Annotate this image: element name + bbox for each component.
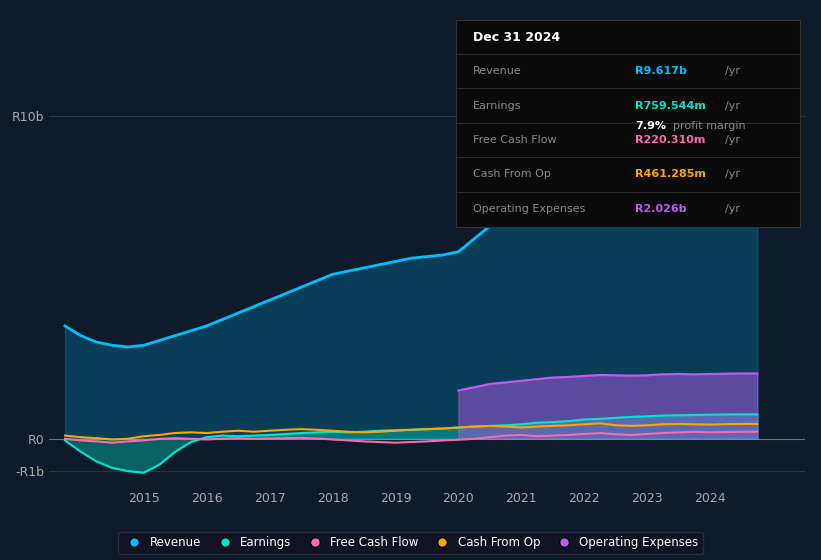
Text: /yr: /yr <box>725 101 740 110</box>
Text: R759.544m: R759.544m <box>635 101 706 110</box>
Text: R220.310m: R220.310m <box>635 135 705 145</box>
Text: Dec 31 2024: Dec 31 2024 <box>473 31 560 44</box>
Text: /yr: /yr <box>725 66 740 76</box>
Legend: Revenue, Earnings, Free Cash Flow, Cash From Op, Operating Expenses: Revenue, Earnings, Free Cash Flow, Cash … <box>118 531 703 554</box>
Text: Free Cash Flow: Free Cash Flow <box>473 135 557 145</box>
Text: /yr: /yr <box>725 135 740 145</box>
Text: Cash From Op: Cash From Op <box>473 169 551 179</box>
Text: R2.026b: R2.026b <box>635 204 686 214</box>
Text: /yr: /yr <box>725 204 740 214</box>
Text: /yr: /yr <box>725 169 740 179</box>
Text: Earnings: Earnings <box>473 101 521 110</box>
Text: Revenue: Revenue <box>473 66 521 76</box>
Text: R9.617b: R9.617b <box>635 66 687 76</box>
Text: R461.285m: R461.285m <box>635 169 706 179</box>
Text: profit margin: profit margin <box>673 122 745 131</box>
Text: 7.9%: 7.9% <box>635 122 666 131</box>
Text: Operating Expenses: Operating Expenses <box>473 204 585 214</box>
